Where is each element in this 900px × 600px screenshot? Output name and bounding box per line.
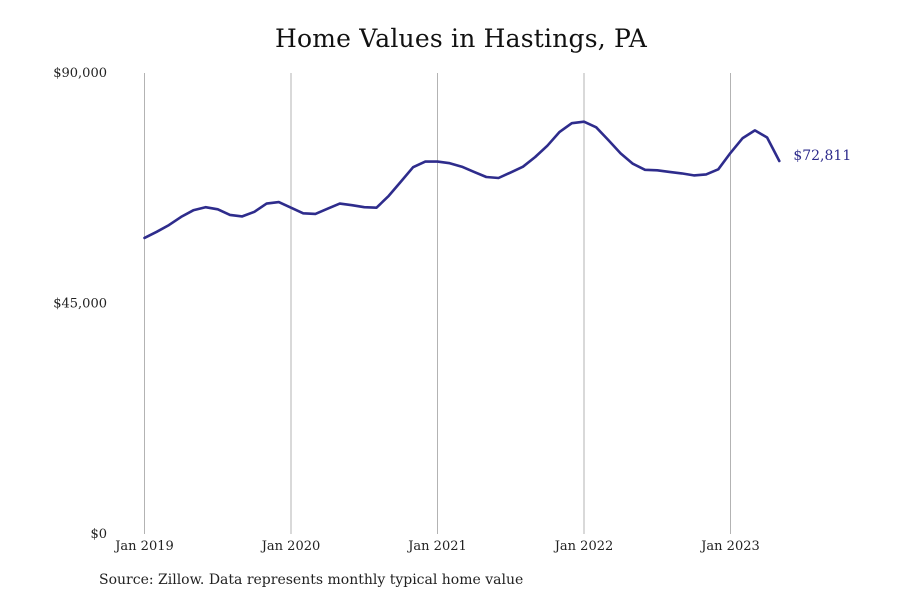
x-tick-label: Jan 2023 (699, 539, 760, 554)
series-layer (143, 120, 781, 240)
x-tick-label: Jan 2019 (113, 539, 174, 554)
chart-title: Home Values in Hastings, PA (274, 24, 648, 53)
end-value-label: $72,811 (793, 148, 851, 164)
gridlines (144, 73, 731, 534)
source-note: Source: Zillow. Data represents monthly … (99, 572, 524, 588)
x-axis-ticks: Jan 2019 Jan 2020 Jan 2021 Jan 2022 Jan 2023 (113, 539, 760, 554)
annotation-layer: $72,811 (793, 148, 851, 164)
x-tick-label: Jan 2020 (260, 539, 321, 554)
x-tick-label: Jan 2021 (406, 539, 467, 554)
y-tick-label: $45,000 (53, 297, 107, 312)
y-axis-ticks: $0 $45,000 $90,000 (53, 66, 107, 542)
y-tick-label: $90,000 (53, 66, 107, 81)
x-tick-label: Jan 2022 (553, 539, 614, 554)
y-tick-label: $0 (90, 527, 107, 542)
series-line (143, 120, 781, 240)
